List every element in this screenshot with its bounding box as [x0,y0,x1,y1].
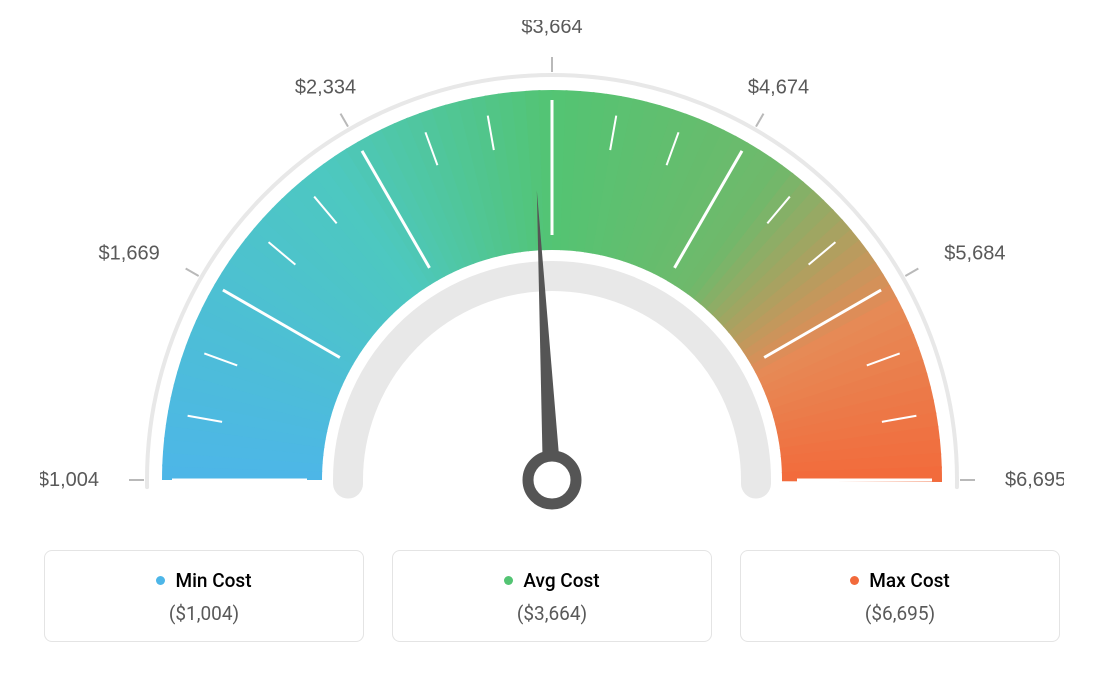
svg-text:$2,334: $2,334 [295,77,356,99]
chart-container: $1,004 $1,669 $2,334 $3,664 $4,674 $5,684 $6,6… [0,0,1104,690]
legend-dot-max [850,576,859,585]
svg-text:$3,664: $3,664 [521,20,582,38]
legend-card-avg: Avg Cost ($3,664) [392,550,712,642]
legend-card-max: Max Cost ($6,695) [740,550,1060,642]
legend-dot-avg [504,576,513,585]
legend-label-max: Max Cost [869,569,949,592]
legend-dot-min [156,576,165,585]
legend-value-max: ($6,695) [761,602,1039,625]
svg-text:$6,695: $6,695 [1005,469,1064,491]
legend-value-avg: ($3,664) [413,602,691,625]
svg-text:$1,004: $1,004 [40,469,99,491]
legend-title-min: Min Cost [156,569,251,592]
svg-text:$4,674: $4,674 [748,77,809,99]
legend-value-min: ($1,004) [65,602,343,625]
svg-text:$1,669: $1,669 [99,243,160,265]
legend-card-min: Min Cost ($1,004) [44,550,364,642]
legend-label-avg: Avg Cost [523,569,599,592]
gauge-chart: $1,004 $1,669 $2,334 $3,664 $4,674 $5,684 $6,6… [40,20,1064,540]
gauge-svg: $1,004 $1,669 $2,334 $3,664 $4,674 $5,684 $6,6… [40,20,1064,530]
legend-title-max: Max Cost [850,569,949,592]
legend-label-min: Min Cost [175,569,251,592]
legend-row: Min Cost ($1,004) Avg Cost ($3,664) Max … [40,550,1064,642]
legend-title-avg: Avg Cost [504,569,599,592]
svg-text:$5,684: $5,684 [944,243,1005,265]
